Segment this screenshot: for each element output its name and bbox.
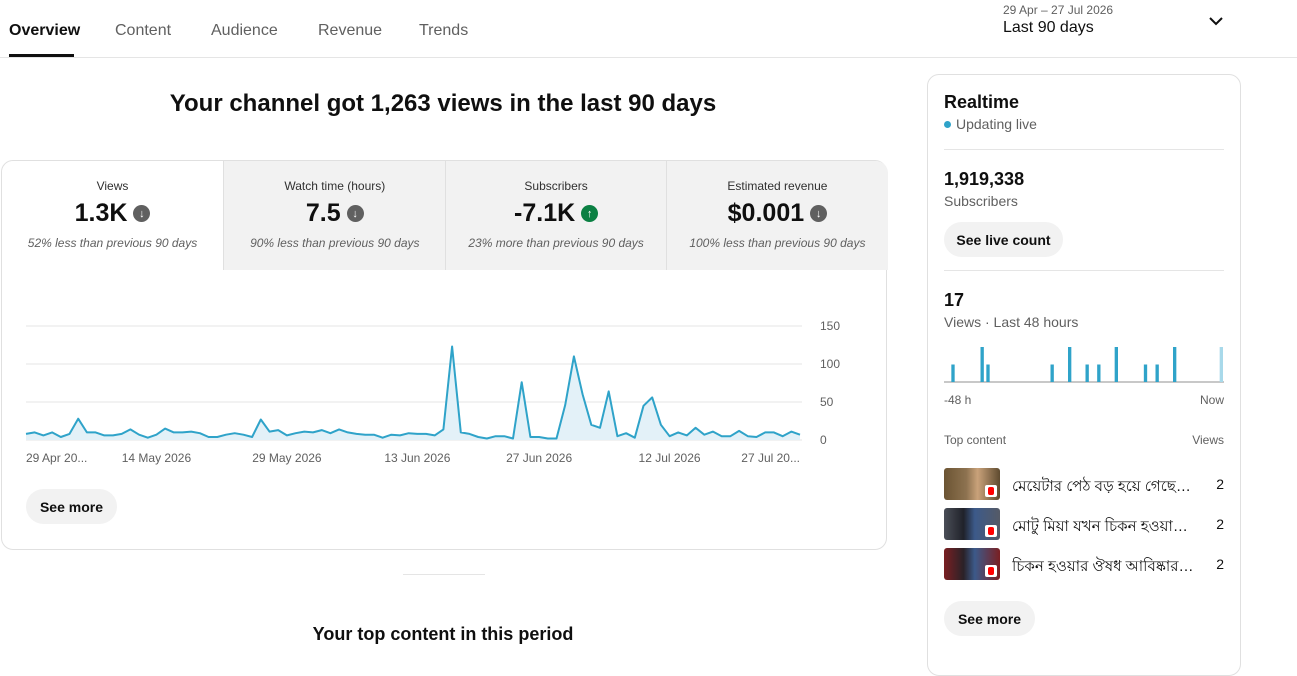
x-tick-label: 27 Jul 20... bbox=[741, 451, 800, 465]
content-views: 2 bbox=[1216, 516, 1224, 532]
metric-tab[interactable]: Watch time (hours) 7.5 ↓ 90% less than prev… bbox=[223, 161, 446, 270]
bar bbox=[986, 364, 990, 382]
bar bbox=[1097, 364, 1101, 382]
trend-icon: ↑ bbox=[581, 205, 599, 222]
y-tick-label: 150 bbox=[820, 319, 840, 333]
metric-value-row: 1.3K ↓ bbox=[2, 199, 223, 228]
metric-value-row: 7.5 ↓ bbox=[224, 199, 445, 228]
bar bbox=[1173, 347, 1177, 382]
tab[interactable]: Audience bbox=[211, 22, 278, 39]
headline: Your channel got 1,263 views in the last… bbox=[169, 90, 717, 117]
y-tick-label: 100 bbox=[820, 357, 840, 371]
subscriber-label: Subscribers bbox=[944, 193, 1018, 209]
metric-label: Estimated revenue bbox=[727, 179, 828, 193]
trend-icon: ↓ bbox=[810, 205, 828, 222]
metric-value: 1.3K bbox=[74, 199, 128, 227]
metric-tab[interactable]: Views 1.3K ↓ 52% less than previous 90 days bbox=[2, 161, 223, 270]
views-header: Views bbox=[1192, 433, 1224, 447]
metric-label: Watch time (hours) bbox=[284, 179, 386, 193]
y-tick-label: 50 bbox=[820, 395, 834, 409]
metric-value: -7.1K bbox=[514, 199, 576, 227]
content-title[interactable]: মেয়েটার পেঠ বড় হয়ে গেছে কেন bbox=[1012, 478, 1194, 495]
tab[interactable]: Content bbox=[115, 22, 172, 39]
live-count-button[interactable]: See live count bbox=[944, 222, 1063, 257]
tab[interactable]: Overview bbox=[9, 22, 81, 39]
views-chart: 0 50 100 150 29 Apr 20... 14 May 2026 29 May 2… bbox=[25, 319, 840, 465]
dropdown-chevron[interactable] bbox=[1208, 15, 1224, 29]
header-border bbox=[0, 57, 1297, 58]
trend-icon: ↓ bbox=[133, 205, 151, 222]
content-views: 2 bbox=[1216, 476, 1224, 492]
metric-label: Subscribers bbox=[524, 179, 588, 193]
metric-note: 23% more than previous 90 days bbox=[468, 236, 644, 250]
content-views: 2 bbox=[1216, 556, 1224, 572]
metric-value: 7.5 bbox=[305, 199, 341, 227]
metric-tab[interactable]: Estimated revenue $0.001 ↓ 100% less than p… bbox=[665, 161, 888, 270]
metric-tab[interactable]: Subscribers -7.1K ↑ 23% more than previous … bbox=[444, 161, 667, 270]
section-heading: Your top content in this period bbox=[312, 624, 574, 644]
axis-start-label: -48 h bbox=[944, 393, 972, 407]
realtime-chart bbox=[944, 347, 1224, 383]
bar bbox=[1143, 364, 1148, 382]
bar bbox=[1085, 364, 1089, 382]
line bbox=[25, 345, 801, 440]
date-range[interactable]: 29 Apr – 27 Jul 2026 bbox=[1003, 3, 1114, 17]
realtime-title: Realtime bbox=[944, 92, 1020, 112]
bar bbox=[951, 364, 955, 382]
thumbnail[interactable] bbox=[944, 548, 1000, 580]
x-tick-label: 27 Jun 2026 bbox=[506, 451, 572, 465]
realtime-views: 17 bbox=[944, 290, 965, 310]
bar bbox=[1219, 347, 1223, 382]
realtime-status: Updating live bbox=[956, 116, 1037, 132]
subscriber-count: 1,919,338 bbox=[944, 169, 1025, 189]
thumbnail[interactable] bbox=[944, 468, 1000, 500]
thumbnail[interactable] bbox=[944, 508, 1000, 540]
x-tick-label: 13 Jun 2026 bbox=[384, 451, 450, 465]
date-label[interactable]: Last 90 days bbox=[1003, 19, 1094, 36]
x-tick-label: 12 Jul 2026 bbox=[639, 451, 701, 465]
content-title[interactable]: মোটু মিয়া যখন চিকন হওয়ার ঔষধ bbox=[1012, 518, 1194, 535]
metrics-card bbox=[1, 160, 887, 550]
x-tick-label: 29 Apr 20... bbox=[26, 451, 87, 465]
page: Overview Content Audience Revenue Trends… bbox=[0, 3, 1297, 676]
metric-note: 90% less than previous 90 days bbox=[250, 236, 420, 250]
x-tick-label: 29 May 2026 bbox=[252, 451, 322, 465]
see-more-button[interactable]: See more bbox=[944, 601, 1035, 636]
content-title[interactable]: চিকন হওয়ার ঔষধ আবিষ্কার করলো bbox=[1012, 558, 1194, 575]
x-tick-label: 14 May 2026 bbox=[122, 451, 192, 465]
metric-value-row: -7.1K ↑ bbox=[446, 199, 667, 228]
tab[interactable]: Trends bbox=[419, 22, 469, 39]
metric-label: Views bbox=[96, 179, 129, 193]
area bbox=[26, 346, 800, 440]
tab-underline bbox=[9, 54, 74, 57]
divider bbox=[944, 270, 1224, 271]
separator bbox=[403, 574, 485, 575]
see-more-button[interactable]: See more bbox=[26, 489, 117, 524]
metric-value-row: $0.001 ↓ bbox=[667, 199, 888, 228]
divider bbox=[944, 149, 1224, 150]
realtime-views-label: Views · Last 48 hours bbox=[944, 314, 1079, 330]
live-dot bbox=[944, 121, 951, 128]
bar bbox=[1155, 364, 1159, 382]
bar bbox=[1068, 347, 1072, 382]
bar bbox=[1050, 364, 1054, 382]
metric-value: $0.001 bbox=[727, 199, 805, 227]
axis-end-label: Now bbox=[1199, 393, 1224, 407]
y-tick-label: 0 bbox=[820, 433, 827, 447]
tab[interactable]: Revenue bbox=[318, 22, 383, 39]
bar bbox=[980, 347, 984, 382]
bar bbox=[1114, 347, 1118, 382]
top-content-label: Top content bbox=[944, 433, 1007, 447]
trend-icon: ↓ bbox=[346, 205, 364, 222]
metric-note: 52% less than previous 90 days bbox=[27, 236, 198, 250]
metric-note: 100% less than previous 90 days bbox=[689, 236, 866, 250]
